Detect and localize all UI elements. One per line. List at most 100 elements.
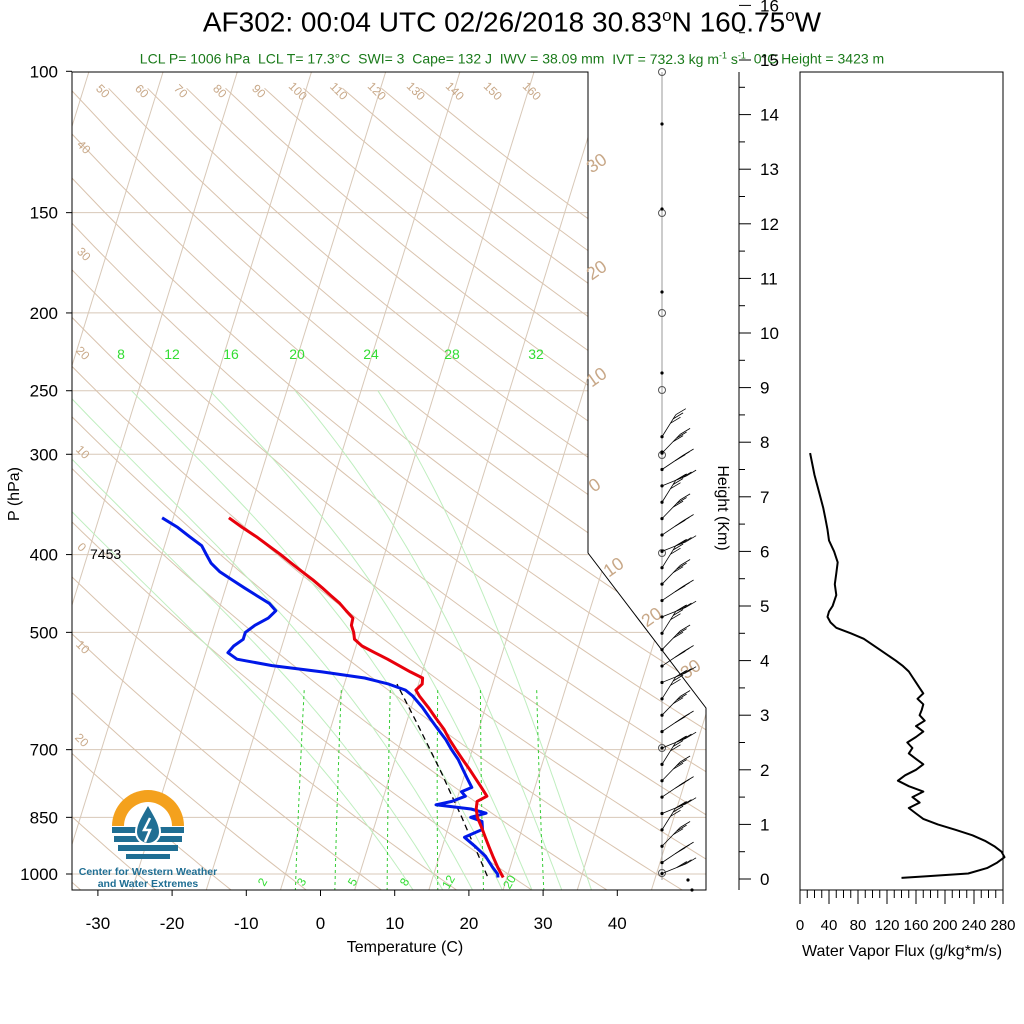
moist-adiabat-line: [72, 390, 415, 890]
wind-barb-flag: [681, 537, 692, 544]
wind-barb-flag: [675, 585, 686, 592]
wind-barb-flag: [681, 471, 692, 479]
logo-bolt: [141, 817, 152, 843]
dry-adiabat-label: 140: [443, 79, 467, 103]
dry-adiabat-label: 150: [481, 79, 505, 103]
wind-barb-flag: [675, 735, 687, 743]
wind-calm-circle: [658, 309, 666, 317]
dry-adiabat-line: [264, 87, 706, 890]
stat-ivt: IVT = 732.3 kg m-1 s-1: [612, 50, 746, 67]
stat-ivt-value: IVT = 732.3 kg m: [612, 50, 719, 67]
dry-adiabat-label: 160: [520, 79, 544, 103]
wind-barb-flag: [672, 609, 684, 616]
moist-adiabat-line: [72, 390, 444, 890]
wind-barb-flag: [676, 824, 687, 832]
dry-adiabat-label: 130: [404, 79, 428, 103]
temperature-tick-label: 40: [608, 914, 627, 933]
dry-adiabat-line: [72, 87, 706, 890]
dry-adiabat-label: 10: [73, 442, 93, 462]
wind-barb-flag: [672, 566, 684, 574]
pressure-tick-label: 700: [30, 741, 58, 760]
wind-barb-flag: [672, 412, 684, 420]
wind-barb-staff: [661, 676, 677, 700]
lon-degree-sign: o: [785, 6, 795, 25]
wind-calm-circle: [658, 744, 666, 752]
flux-tick-label: 40: [821, 917, 838, 934]
dry-adiabat-line: [72, 88, 384, 890]
wind-barb-flag: [681, 602, 692, 610]
wind-barb-flag: [676, 861, 688, 868]
isotherm-line: [353, 72, 615, 890]
temperature-tick-label: -10: [234, 914, 259, 933]
height-tick-label: 4: [760, 652, 769, 671]
wind-barb-flag: [675, 650, 686, 658]
wind-barb-flag: [676, 497, 687, 504]
isotherm-line: [576, 72, 706, 890]
wind-barb-flag: [681, 733, 692, 741]
dry-adiabat-line: [72, 87, 706, 890]
dry-adiabat-line: [72, 88, 158, 890]
height-tick-label: 12: [760, 215, 779, 234]
flux-tick-label: 280: [990, 917, 1015, 934]
wind-calm-circle: [658, 386, 666, 394]
wind-barb-flag: [676, 759, 687, 766]
stat-iwv: IWV = 38.09 mm: [499, 50, 605, 67]
wind-calm-circle: [658, 549, 666, 557]
wind-station-dot: [686, 878, 690, 882]
stat-ivt-sup2: -1: [737, 50, 746, 60]
wind-barb-flag: [679, 493, 691, 501]
wind-barb-flag: [676, 562, 687, 570]
flux-tick-label: 160: [903, 917, 928, 934]
wind-barb-flag: [675, 473, 687, 481]
mixing-ratio-label: 20: [500, 872, 519, 891]
temperature-tick-label: 30: [534, 914, 553, 933]
wind-barb-flag: [685, 600, 697, 608]
dry-adiabat-line: [72, 88, 706, 890]
wind-barb-flag: [672, 674, 684, 682]
wind-barb-flag: [685, 469, 697, 477]
wind-barb-flag: [672, 435, 684, 442]
stat-zero-height: 0°C Height = 3423 m: [753, 50, 885, 67]
dry-adiabat-label: 50: [93, 81, 113, 101]
dry-adiabat-label: 120: [365, 79, 389, 103]
height-tick-label: 10: [760, 324, 779, 343]
isotherm-line: [205, 72, 467, 890]
cw3e-logo-icon: [112, 790, 184, 859]
height-tick-label: 6: [760, 542, 769, 561]
wind-barb-flag: [681, 799, 692, 806]
wind-calm-circle: [658, 869, 666, 877]
flux-tick-label: 240: [961, 917, 986, 934]
chart-title: AF302: 00:04 UTC 02/26/2018 30.83oN 160.…: [0, 6, 1024, 38]
stat-ivt-mid: s: [727, 50, 738, 67]
wind-barb-flag: [685, 857, 697, 865]
isotherm-label: 20: [583, 256, 611, 284]
flux-panel-frame: [799, 71, 1004, 891]
wind-station-dot: [660, 122, 664, 126]
logo-text: Center for Western Weather and Water Ext…: [70, 866, 226, 890]
dry-adiabat-label: 110: [327, 79, 351, 103]
moist-adiabat-line: [131, 390, 504, 890]
height-tick-label: 16: [760, 0, 779, 15]
flux-tick-label: 120: [874, 917, 899, 934]
mixing-ratio-line: [386, 690, 391, 890]
x-axis-title: Temperature (C): [347, 939, 463, 956]
height-tick-label: 5: [760, 597, 769, 616]
dry-adiabat-label: 30: [74, 244, 94, 264]
wind-barb-flag: [676, 431, 687, 439]
chart-title-lon: W: [794, 6, 822, 38]
isotherm-label: 10: [583, 363, 611, 391]
temperature-tick-label: 0: [316, 914, 325, 933]
moist-adiabat-label: 24: [363, 346, 379, 362]
dry-adiabat-label: 20: [73, 343, 93, 363]
wind-station-dot: [660, 871, 664, 876]
wind-calm-circle: [658, 68, 666, 76]
wind-barb-flag: [672, 697, 684, 705]
isotherm-line: [279, 72, 541, 890]
isotherm-label: 10: [600, 553, 628, 581]
mixing-ratio-line: [294, 690, 305, 890]
wind-barb-flag: [679, 690, 691, 697]
isotherm-label: 30: [583, 149, 611, 177]
moist-adiabat-label: 28: [444, 346, 460, 362]
wind-barb-flag: [672, 631, 684, 639]
